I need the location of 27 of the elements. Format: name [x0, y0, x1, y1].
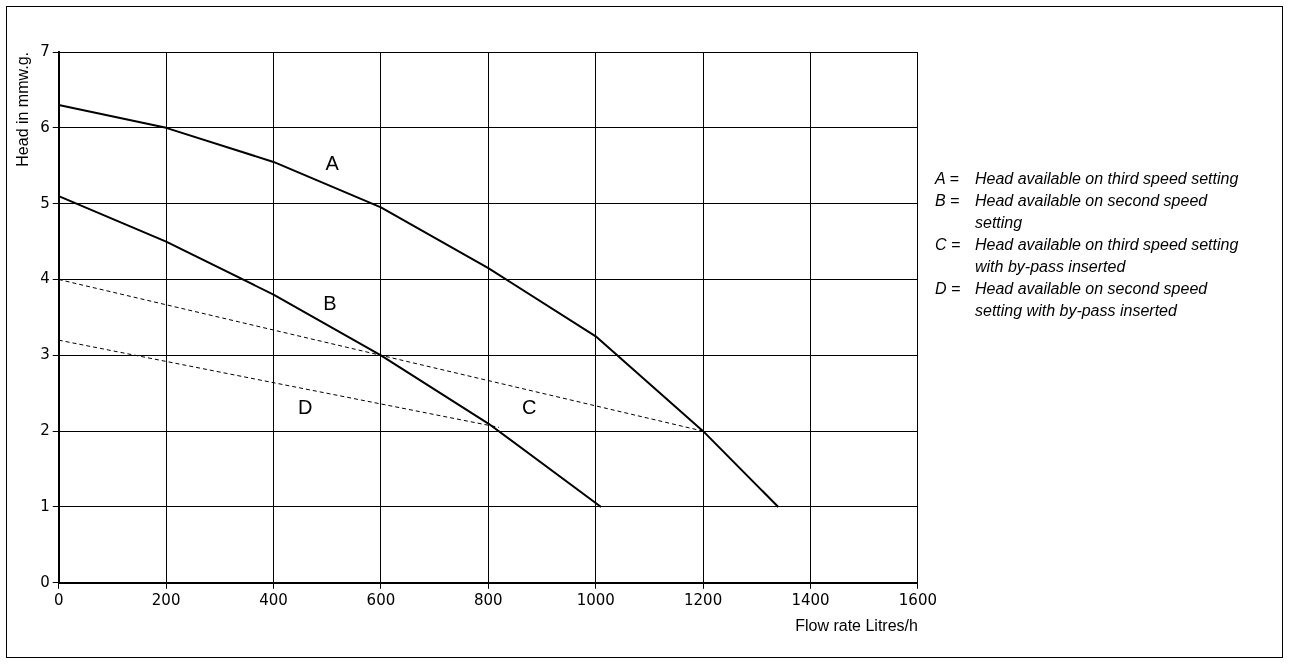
text: C = Head available on third speed setting with by-pass inserted — [935, 235, 1240, 277]
y-tick-label: 3 — [40, 345, 50, 364]
x-axis-title: Flow rate Litres/h — [795, 616, 918, 634]
x-tick-label: 1000 — [576, 590, 615, 609]
y-tick-label: 5 — [40, 193, 50, 212]
y-tick-label: 6 — [40, 117, 50, 136]
x-tick-label: 400 — [259, 590, 288, 609]
y-tick-label: 2 — [40, 421, 50, 440]
text: D = Head available on second speed setting with by-pass inserted — [935, 279, 1209, 321]
x-tick-label: 0 — [53, 590, 64, 609]
x-tick-label: 600 — [366, 590, 396, 609]
y-tick-label: 1 — [40, 496, 50, 515]
x-tick-label: 1600 — [898, 590, 938, 609]
series-label: A — [325, 152, 340, 175]
x-tick-label: 1200 — [684, 590, 723, 609]
x-tick-label: 800 — [474, 590, 503, 609]
series-label: B — [323, 292, 337, 315]
y-tick-label: 0 — [40, 572, 50, 591]
series-label: D — [298, 396, 313, 419]
series-label: C — [521, 395, 537, 418]
x-tick-label: 1400 — [791, 590, 830, 609]
y-axis-title: Head in mmw.g. — [14, 52, 32, 167]
y-tick-label: 7 — [40, 41, 50, 60]
x-tick-label: 200 — [151, 590, 181, 609]
y-tick-label: 4 — [40, 269, 50, 288]
text: A = Head available on third speed setting — [935, 169, 1239, 189]
text: B = Head available on second speed setting — [935, 191, 1209, 233]
